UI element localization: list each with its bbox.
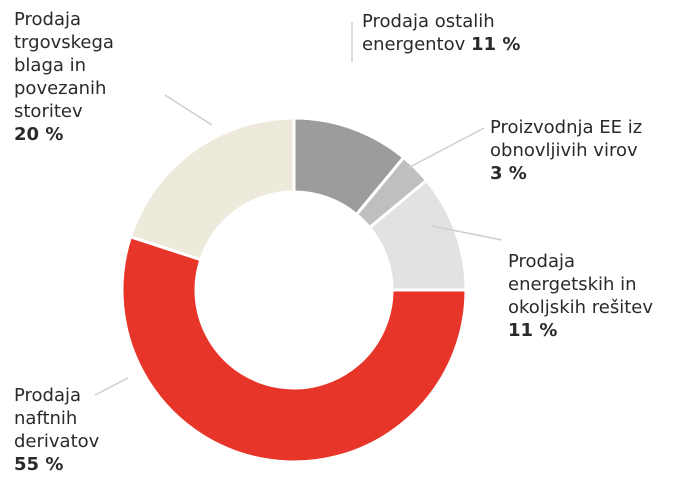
label-value: 3 % xyxy=(490,163,527,184)
donut-slice xyxy=(128,116,296,262)
slice-label: Prodaja energetskih in okoljskih rešitev… xyxy=(508,250,658,342)
label-value: 11 % xyxy=(471,34,521,55)
donut-slice xyxy=(292,116,406,217)
label-name: Prodaja ostalih energentov xyxy=(362,11,495,55)
label-name: Prodaja energetskih in okoljskih rešitev xyxy=(508,251,653,318)
label-name: Prodaja trgovskega blaga in povezanih st… xyxy=(14,9,114,122)
slice-label: Prodaja naftnih derivatov 55 % xyxy=(14,384,144,476)
leader-line xyxy=(407,127,485,169)
leader-line xyxy=(164,94,213,126)
label-value: 11 % xyxy=(508,320,558,341)
label-value: 55 % xyxy=(14,454,64,475)
donut-slice xyxy=(120,234,468,464)
label-name: Prodaja naftnih derivatov xyxy=(14,385,100,452)
donut-slice xyxy=(354,155,429,230)
slice-label: Prodaja trgovskega blaga in povezanih st… xyxy=(14,8,154,146)
label-name: Proizvodnja EE iz obnovljivih virov xyxy=(490,117,643,161)
leader-line xyxy=(94,377,129,396)
slice-label: Proizvodnja EE iz obnovljivih virov 3 % xyxy=(490,116,690,185)
slice-label: Prodaja ostalih energentov 11 % xyxy=(362,10,582,56)
label-value: 20 % xyxy=(14,124,64,145)
leader-line xyxy=(431,225,503,241)
